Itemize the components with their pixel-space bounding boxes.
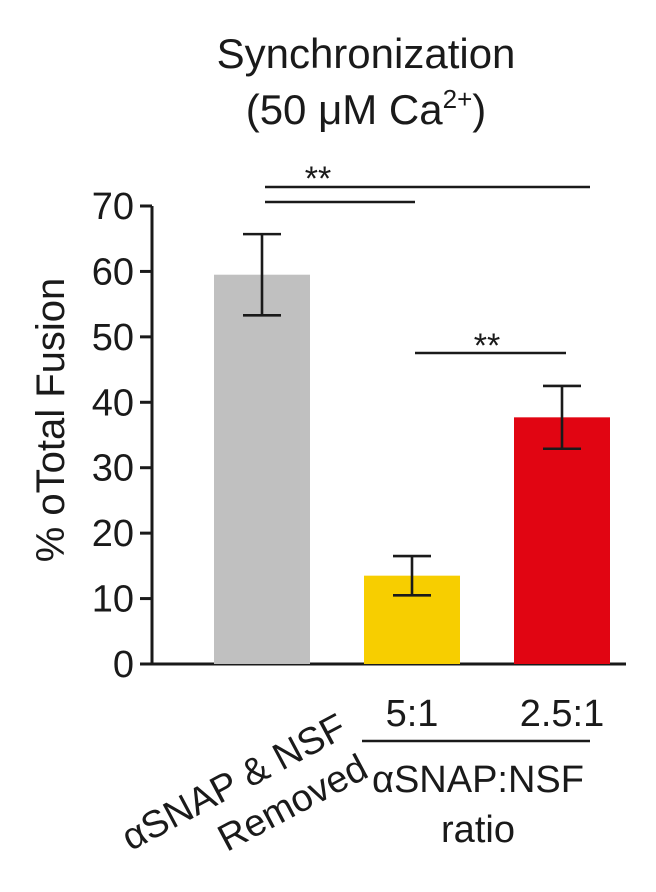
y-tick-label: 50 (92, 317, 134, 359)
y-tick-label: 30 (92, 448, 134, 490)
y-tick-label: 60 (92, 251, 134, 293)
chart-title: Synchronization (217, 30, 516, 77)
x-category-label: αSNAP & NSFRemoved (115, 706, 375, 892)
y-tick-label: 10 (92, 579, 134, 621)
significance-brackets: ** ** (265, 160, 590, 365)
group-label: ratio (441, 809, 515, 851)
y-tick-label: 0 (113, 644, 134, 686)
mu-symbol: μ (318, 86, 342, 133)
y-tick-label: 40 (92, 382, 134, 424)
error-bars (243, 232, 581, 597)
group-label: αSNAP:NSF (372, 759, 584, 801)
y-tick-label: 20 (92, 513, 134, 555)
y-axis: 0 10 20 30 40 50 60 70 (92, 186, 626, 686)
x-category-label: 2.5:1 (520, 693, 605, 735)
x-axis-labels: αSNAP & NSFRemoved 5:1 2.5:1 αSNAP:NSF ratio (115, 693, 605, 892)
y-axis-label: % oTotal Fusion (29, 278, 73, 563)
significance-label: ** (474, 327, 500, 365)
bars (214, 274, 610, 664)
chart-subtitle: (50 μM Ca2+) (246, 84, 487, 133)
y-tick-label: 70 (92, 186, 134, 228)
significance-label: ** (305, 160, 331, 198)
bar (514, 417, 610, 664)
x-category-label: 5:1 (386, 693, 439, 735)
superscript-charge: 2+ (443, 84, 473, 114)
bar (214, 274, 310, 664)
